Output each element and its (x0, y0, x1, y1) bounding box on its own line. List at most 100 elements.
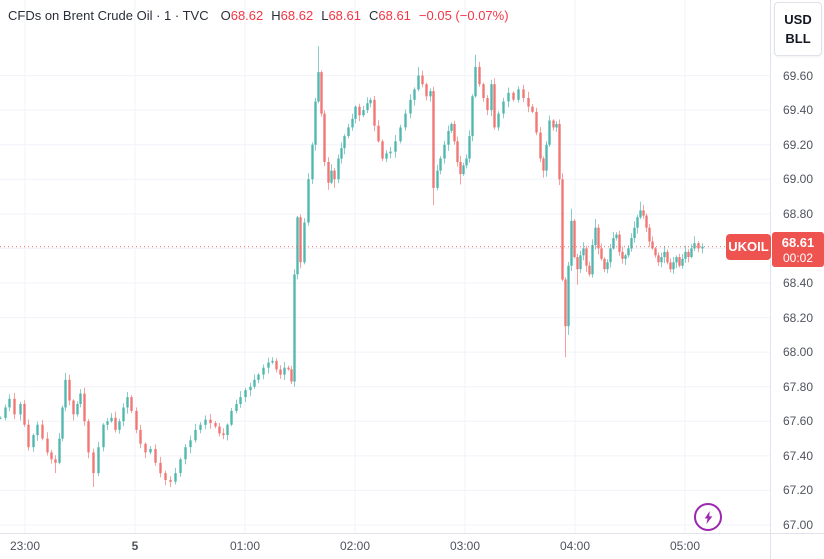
candle-body (573, 220, 576, 258)
candle-body (92, 452, 95, 474)
price-tick-label: 68.20 (782, 310, 814, 325)
candle-body (409, 99, 412, 114)
candle-body (102, 424, 105, 448)
candle-body (450, 124, 453, 131)
candle-body (58, 438, 61, 463)
price-tick-label: 67.60 (782, 414, 814, 429)
candle-body (552, 120, 555, 128)
candle-body (627, 248, 630, 256)
ohlc-pair: O68.62 (220, 7, 264, 23)
candle-body (591, 245, 594, 275)
last-price-label[interactable]: 68.61 00:02 (772, 232, 824, 268)
price-tick-label: 68.80 (782, 206, 814, 221)
candle-body (149, 448, 152, 453)
candle-body (471, 96, 474, 137)
candle-body (87, 421, 90, 453)
currency-label: USD (784, 12, 812, 27)
candle-body (333, 170, 336, 180)
candle-body (358, 106, 361, 116)
candle-body (314, 101, 317, 145)
candle-body (159, 462, 162, 474)
candle-body (296, 217, 299, 275)
candle-body (218, 426, 221, 434)
unit-label: BLL (785, 31, 811, 46)
candle-body (606, 262, 609, 270)
price-scale[interactable]: USD BLL 69.60 69.40 69.20 69.00 68.80 68.40 68… (770, 0, 824, 533)
candle-body (267, 362, 270, 368)
axis-corner-separator (770, 534, 771, 559)
time-tick-label: 01:00 (229, 539, 261, 553)
candle-body (114, 417, 117, 430)
candle-body (222, 433, 225, 436)
candle-body (275, 360, 278, 370)
candle-body (681, 258, 684, 266)
candle-body (542, 158, 545, 171)
plot-area[interactable] (0, 0, 770, 533)
candle-body (548, 120, 551, 145)
instant-order-button[interactable] (694, 503, 722, 531)
candle-body (279, 369, 282, 375)
candle-body (531, 106, 534, 112)
candle-body (413, 89, 416, 100)
candle-body (320, 72, 323, 114)
candle-body (230, 410, 233, 425)
candle-body (0, 417, 2, 419)
candle-body (600, 248, 603, 259)
candle-body (249, 386, 252, 391)
candle-body (68, 379, 71, 401)
candle-body (135, 410, 138, 430)
candle-body (253, 379, 256, 387)
chart-legend[interactable]: CFDs on Brent Crude Oil · 1 · TVC O68.62… (8, 7, 509, 23)
symbol-title[interactable]: CFDs on Brent Crude Oil · 1 · TVC (8, 7, 209, 23)
candle-body (362, 110, 365, 116)
price-tick-label: 69.40 (782, 103, 814, 118)
candle-body (226, 424, 229, 436)
candle-body (110, 417, 113, 422)
candle-body (366, 103, 369, 111)
candle-body (502, 101, 505, 114)
time-tick-label: 23:00 (9, 539, 41, 553)
price-tick-label: 67.40 (782, 448, 814, 463)
price-tick-label: 69.60 (782, 68, 814, 83)
candle-body (64, 379, 67, 408)
candle-body (482, 84, 485, 98)
time-scale[interactable]: 23:00 5 01:00 02:00 03:00 04:00 05:00 (0, 533, 824, 559)
candle-body (214, 423, 217, 427)
candle-body (588, 265, 591, 275)
candle-body (239, 397, 242, 404)
candle-body (307, 179, 310, 223)
candle-body (468, 136, 471, 159)
candle-body (654, 248, 657, 256)
candle-body (144, 443, 147, 453)
candle-body (347, 127, 350, 136)
candle-body (432, 91, 435, 188)
ohlc-pair: C68.61 (368, 7, 411, 23)
candle-body (462, 165, 465, 175)
candle-body (701, 246, 704, 249)
candle-body (642, 210, 645, 216)
candle-body (394, 141, 397, 152)
candle-body (651, 241, 654, 249)
price-tick-label: 67.00 (782, 518, 814, 532)
candle-body (663, 251, 666, 258)
candle-body (340, 148, 343, 159)
candle-body (669, 262, 672, 270)
candle-body (594, 227, 597, 245)
price-tick-label: 69.00 (782, 172, 814, 187)
candle-body (535, 111, 538, 133)
candle-body (684, 251, 687, 259)
candle-body (497, 113, 500, 128)
candle-body (244, 390, 247, 398)
ohlc-values: O68.62 H68.62 L68.61 C68.61 (221, 8, 411, 23)
candle-body (603, 258, 606, 270)
bar-countdown: 00:02 (782, 250, 814, 265)
currency-unit-toggle[interactable]: USD BLL (774, 2, 822, 56)
candle-body (624, 255, 627, 259)
candle-body (672, 262, 675, 270)
candle-body (447, 130, 450, 145)
candle-body (184, 447, 187, 460)
candle-body (235, 404, 238, 411)
price-tick-label: 67.20 (782, 483, 814, 498)
candle-body (612, 238, 615, 249)
